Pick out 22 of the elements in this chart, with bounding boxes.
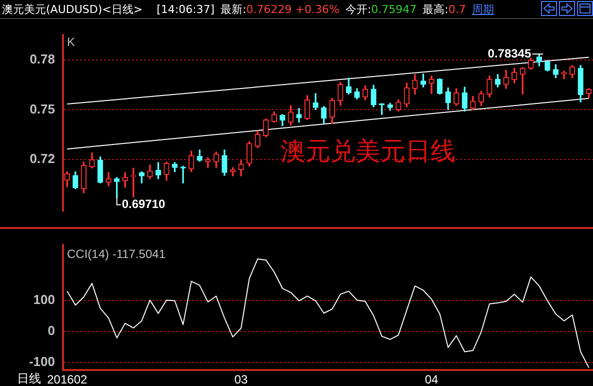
text: 周期 — [472, 2, 494, 16]
y-tick-label: 0 — [48, 322, 55, 338]
text: 最高:0.7 — [422, 2, 466, 16]
text: 最新:0.76229 +0.36% — [220, 2, 340, 16]
x-tick-label: 04 — [424, 372, 439, 386]
x-axis-title: 日线 — [17, 371, 41, 386]
y-axis-title: K — [67, 35, 76, 50]
annotation: 0.78345 — [488, 46, 532, 60]
y-tick-label: 0.72 — [30, 151, 55, 166]
y-tick-label: 0.75 — [30, 101, 55, 116]
y-tick-label: 0.78 — [30, 51, 55, 66]
x-tick-label: 201602 — [47, 372, 88, 386]
x-tick-label: 03 — [234, 372, 248, 386]
y-tick-label: 100 — [33, 292, 55, 308]
text: 澳元兑美元日线 — [280, 136, 456, 166]
text: 今开:0.75947 — [345, 2, 417, 16]
text: [14:06:37] — [156, 2, 215, 16]
annotation: 0.69710 — [122, 197, 166, 212]
candlestick — [428, 76, 434, 94]
y-tick-label: -100 — [28, 354, 55, 369]
chart-title: 澳元美元(AUDUSD)<日线> — [2, 2, 143, 16]
chart-title: CCI(14) -117.5041 — [67, 247, 166, 262]
